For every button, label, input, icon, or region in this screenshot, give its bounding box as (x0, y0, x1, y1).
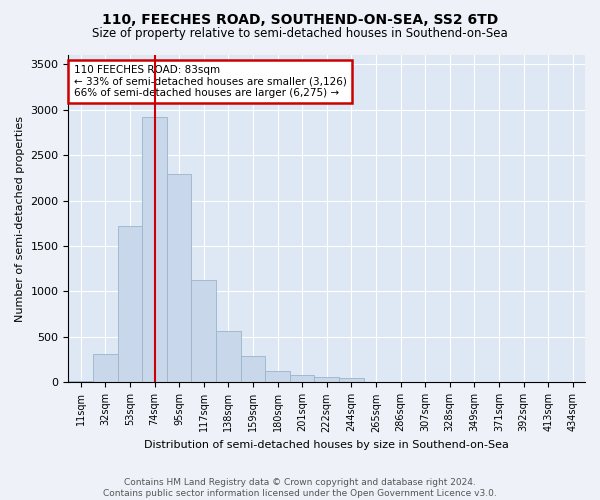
Bar (290, 375, 314, 382)
Text: Contains HM Land Registry data © Crown copyright and database right 2024.
Contai: Contains HM Land Registry data © Crown c… (103, 478, 497, 498)
Bar (339, 378, 364, 382)
Text: Size of property relative to semi-detached houses in Southend-on-Sea: Size of property relative to semi-detach… (92, 28, 508, 40)
Bar (142, 117, 167, 382)
Bar (216, 330, 241, 382)
Bar (191, 280, 216, 382)
Bar (167, 174, 191, 382)
Bar (68, 381, 93, 382)
Bar (314, 376, 339, 382)
Bar (265, 370, 290, 382)
Bar (241, 356, 265, 382)
Text: 110 FEECHES ROAD: 83sqm
← 33% of semi-detached houses are smaller (3,126)
66% of: 110 FEECHES ROAD: 83sqm ← 33% of semi-de… (74, 65, 346, 98)
Bar (93, 354, 118, 382)
X-axis label: Distribution of semi-detached houses by size in Southend-on-Sea: Distribution of semi-detached houses by … (144, 440, 509, 450)
Text: 110, FEECHES ROAD, SOUTHEND-ON-SEA, SS2 6TD: 110, FEECHES ROAD, SOUTHEND-ON-SEA, SS2 … (102, 12, 498, 26)
Bar (118, 226, 142, 382)
Y-axis label: Number of semi-detached properties: Number of semi-detached properties (15, 116, 25, 322)
